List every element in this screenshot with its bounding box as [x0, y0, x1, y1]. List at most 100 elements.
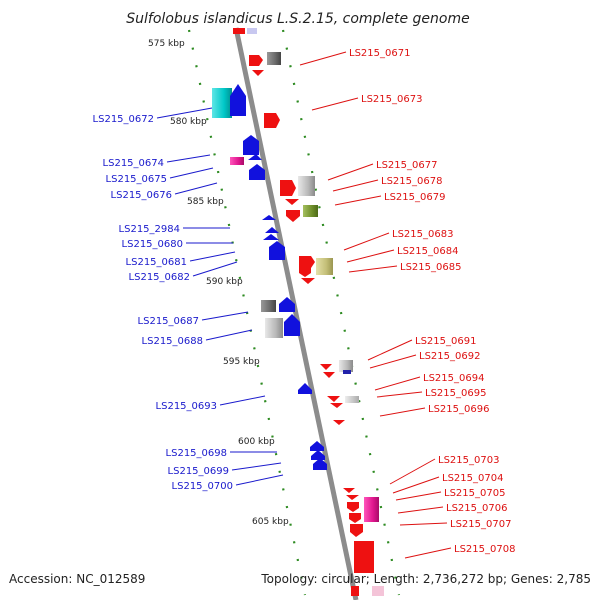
gene-arrow-up	[313, 458, 327, 470]
gene-arrow-down	[299, 268, 311, 277]
gene-label[interactable]: LS215_0685	[400, 262, 461, 273]
gene-arrow-down	[347, 502, 359, 512]
gene-label[interactable]: LS215_0704	[442, 473, 503, 484]
gene-arrow-right	[264, 113, 280, 128]
kbp-label: 600 kbp	[238, 437, 275, 447]
gene-label[interactable]: LS215_0693	[156, 401, 217, 412]
gene-block-dark	[261, 300, 276, 312]
left-leaders	[156, 107, 284, 486]
gene-arrow-down	[285, 199, 299, 205]
genome-summary-text: Topology: circular; Length: 2,736,272 bp…	[261, 572, 591, 586]
gene-label[interactable]: LS215_0675	[106, 174, 167, 185]
kbp-label: 585 kbp	[187, 197, 224, 207]
gene-block-gray	[265, 318, 283, 338]
gene-arrow-up	[284, 314, 300, 336]
gene-block-cyan	[212, 88, 232, 118]
gene-block-magenta	[364, 497, 379, 522]
gene-arrow-down	[327, 396, 340, 402]
gene-label[interactable]: LS215_0700	[172, 481, 233, 492]
gene-label[interactable]: LS215_0703	[438, 455, 499, 466]
gene-label[interactable]: LS215_0705	[444, 488, 505, 499]
gene-label[interactable]: LS215_0691	[415, 336, 476, 347]
map-title: Sulfolobus islandicus L.S.2.15, complete…	[126, 11, 469, 27]
gene-label[interactable]: LS215_0699	[168, 466, 229, 477]
gene-arrow-down	[343, 488, 355, 493]
gene-label[interactable]: LS215_0680	[122, 239, 183, 250]
gene-arrow-up	[243, 135, 259, 155]
gene-arrow-up	[310, 441, 324, 451]
gene-arrow-right	[280, 180, 296, 196]
gene-block-red	[354, 541, 374, 573]
left-gene-labels: LS215_0672 LS215_0674 LS215_0675 LS215_0…	[93, 114, 233, 492]
gene-arrow-right	[249, 55, 263, 66]
gene-label[interactable]: LS215_0671	[349, 48, 410, 59]
gene-block	[247, 28, 257, 34]
gene-label[interactable]: LS215_0708	[454, 544, 515, 555]
gene-block	[351, 586, 359, 596]
kbp-label: 590 kbp	[206, 277, 243, 287]
gene-label[interactable]: LS215_0695	[425, 388, 486, 399]
gene-label[interactable]: LS215_0694	[423, 373, 484, 384]
gene-arrow-up	[249, 164, 265, 180]
gene-block-olive	[303, 205, 318, 217]
gene-label[interactable]: LS215_0674	[103, 158, 164, 169]
gene-arrow-up	[248, 154, 262, 160]
kbp-label: 575 kbp	[148, 39, 185, 49]
gene-block-silver	[345, 396, 359, 403]
gene-features	[212, 52, 384, 596]
gene-block	[233, 28, 245, 34]
gene-label[interactable]: LS215_0673	[361, 94, 422, 105]
gene-label[interactable]: LS215_0679	[384, 192, 445, 203]
right-leaders	[299, 51, 452, 559]
gene-arrow-down	[252, 70, 264, 76]
accession-text: Accession: NC_012589	[9, 572, 146, 586]
kbp-markers: 575 kbp 580 kbp 585 kbp 590 kbp 595 kbp …	[148, 39, 289, 527]
gene-arrow-up	[298, 383, 312, 394]
gene-arrow-down	[333, 420, 345, 425]
kbp-label: 595 kbp	[223, 357, 260, 367]
gene-label[interactable]: LS215_0688	[142, 336, 203, 347]
gene-block-gray	[298, 176, 315, 196]
gene-block	[267, 52, 281, 65]
gene-arrow-up	[263, 234, 279, 240]
gene-label[interactable]: LS215_0692	[419, 351, 480, 362]
kbp-label: 580 kbp	[170, 117, 207, 127]
gene-arrow-up	[269, 241, 285, 260]
gene-arrow-up	[262, 215, 276, 220]
gene-arrow-down	[320, 364, 332, 370]
gene-block	[372, 586, 384, 596]
gene-arrow-down	[301, 278, 315, 284]
gene-block-magenta	[230, 157, 244, 165]
gene-label[interactable]: LS215_0683	[392, 229, 453, 240]
gene-label[interactable]: LS215_0672	[93, 114, 154, 125]
gene-block	[343, 370, 351, 374]
gene-label[interactable]: LS215_0684	[397, 246, 458, 257]
gene-arrow-down	[349, 513, 361, 523]
gene-block-khaki	[316, 258, 333, 275]
gene-arrow-down	[286, 210, 300, 222]
gene-arrow-down	[346, 495, 359, 500]
gene-label[interactable]: LS215_0682	[129, 272, 190, 283]
gene-label[interactable]: LS215_0677	[376, 160, 437, 171]
right-gene-labels: LS215_0671 LS215_0673 LS215_0677 LS215_0…	[349, 48, 515, 555]
gene-arrow-down	[330, 403, 343, 408]
gene-label[interactable]: LS215_2984	[119, 224, 180, 235]
kbp-label: 605 kbp	[252, 517, 289, 527]
gene-label[interactable]: LS215_0696	[428, 404, 489, 415]
gene-arrow-up	[311, 450, 325, 460]
gene-label[interactable]: LS215_0681	[126, 257, 187, 268]
gene-block-gray	[339, 360, 353, 372]
gene-label[interactable]: LS215_0707	[450, 519, 511, 530]
gene-label[interactable]: LS215_0678	[381, 176, 442, 187]
gene-arrow-down	[323, 372, 335, 378]
gene-arrow-down	[350, 524, 363, 537]
gene-label[interactable]: LS215_0706	[446, 503, 507, 514]
gene-arrow-up	[265, 227, 279, 233]
gene-arrow-up	[230, 84, 246, 116]
gene-label[interactable]: LS215_0676	[111, 190, 172, 201]
gene-label[interactable]: LS215_0687	[138, 316, 199, 327]
gene-arrow-right	[299, 256, 315, 268]
gene-label[interactable]: LS215_0698	[166, 448, 227, 459]
genome-backbone	[233, 27, 359, 600]
